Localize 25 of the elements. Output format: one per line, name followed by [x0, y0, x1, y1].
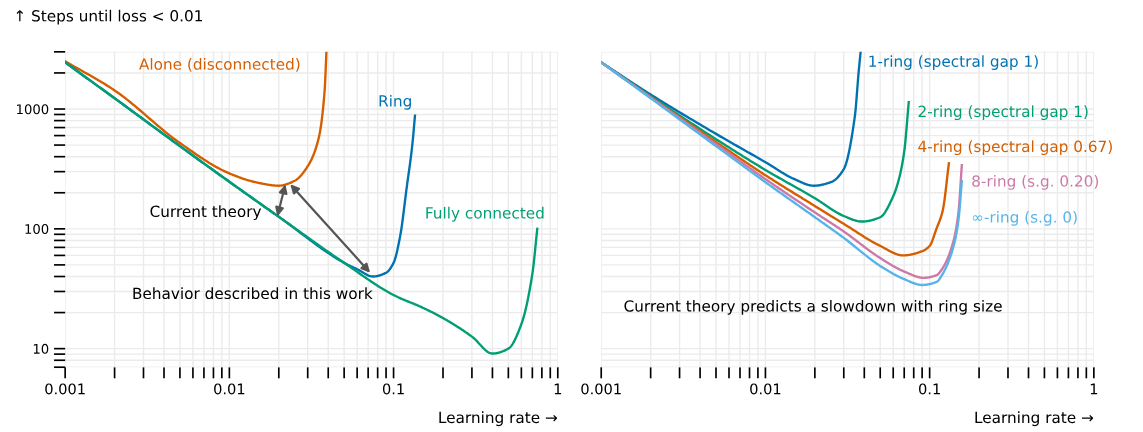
annotation: Current theory predicts a slowdown with ring size	[624, 299, 1002, 315]
series-label: Ring	[379, 94, 411, 110]
series-label: Fully connected	[426, 206, 544, 222]
text: 4-ring (spectral gap 0.67)	[918, 140, 1112, 156]
annotation: Behavior described in this work	[133, 287, 373, 300]
y-tick-label: 10	[33, 343, 49, 354]
series-label: ∞-ring (s.g. 0)	[972, 210, 1077, 226]
y-tick-label: 1000	[17, 104, 49, 115]
x-tick-label: 0.01	[214, 383, 245, 395]
annotation: Current theory	[150, 205, 262, 221]
x-tick-label: 1	[554, 383, 562, 395]
x-tick-label: 0.1	[919, 383, 940, 395]
x-tick-label: 0.001	[581, 383, 621, 395]
x-axis-title: Learning rate →	[975, 411, 1094, 427]
y-tick-label: 100	[25, 224, 49, 235]
series-label: 2-ring (spectral gap 1)	[918, 105, 1088, 121]
y-axis-title: ↑ Steps until loss < 0.01	[16, 9, 203, 25]
x-axis-title: Learning rate →	[439, 411, 558, 427]
series-label: 8-ring (s.g. 0.20)	[972, 175, 1099, 190]
x-tick-label: 0.001	[45, 383, 85, 395]
x-tick-label: 1	[1090, 383, 1098, 395]
series-label: 1-ring (spectral gap 1)	[869, 55, 1038, 70]
series-label: Alone (disconnected)	[139, 58, 300, 72]
x-tick-label: 0.01	[750, 383, 781, 395]
x-tick-label: 0.1	[382, 383, 404, 395]
